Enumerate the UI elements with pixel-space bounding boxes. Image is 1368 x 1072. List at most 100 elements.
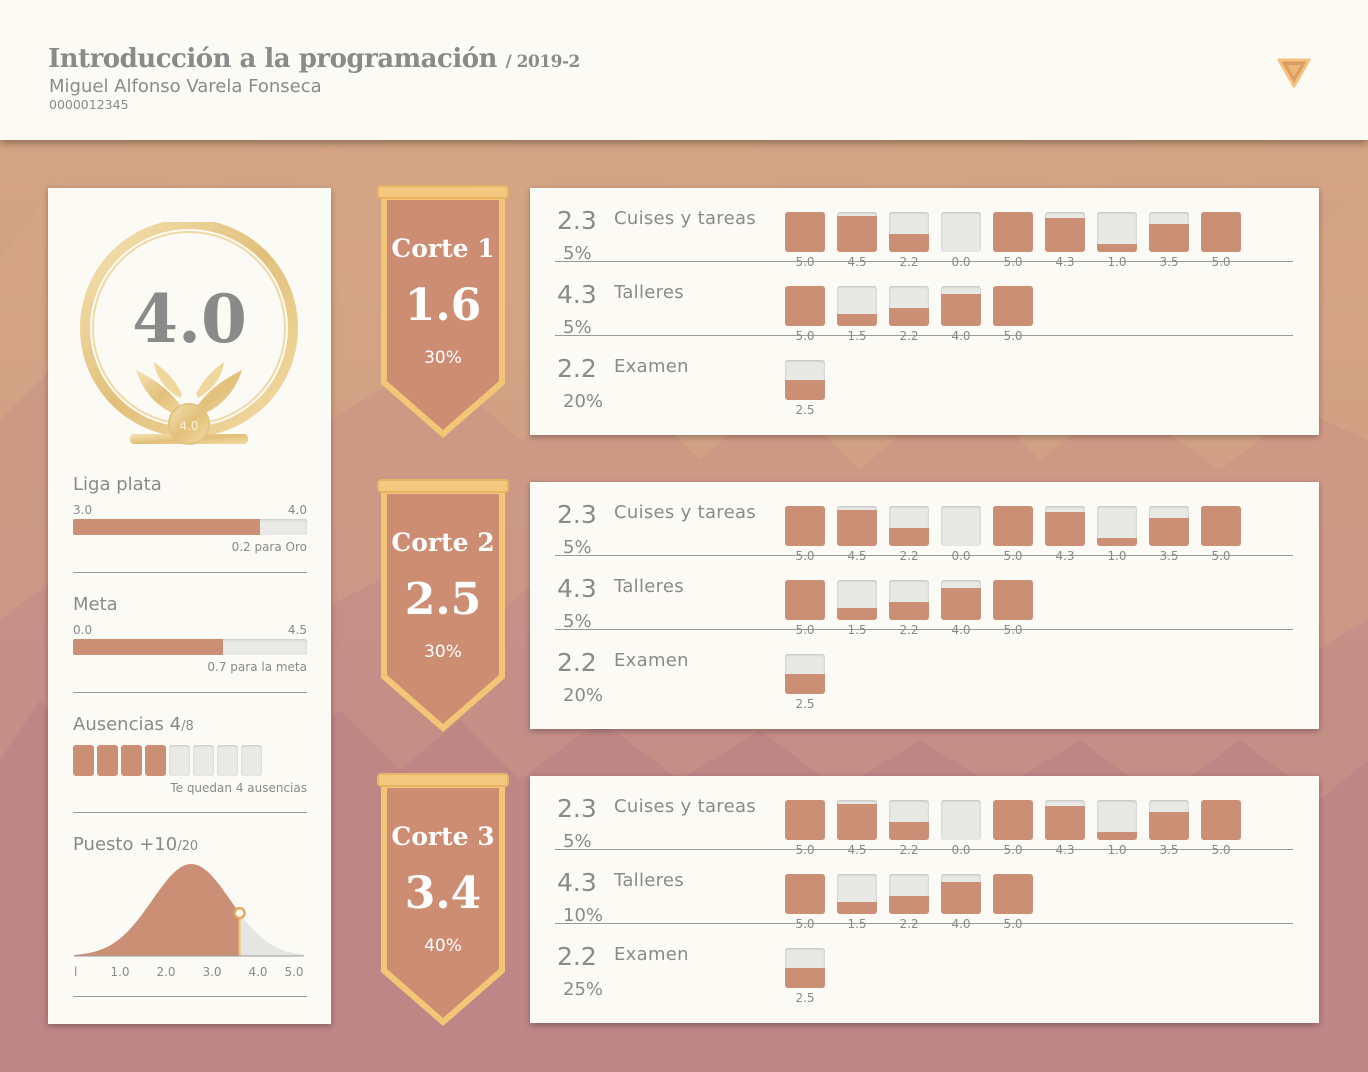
category-grade: 2.2	[557, 648, 597, 677]
corte-card: 2.3 5% Cuises y tareas 5.0 4.5 2.2 0.0 5.0 4.3 1.…	[530, 188, 1319, 435]
grade-item-label: 4.5	[847, 843, 867, 857]
grade-item-label: 5.0	[795, 843, 815, 857]
summary-panel: 4.0 4.0 Liga plata 3.0 4.0 0.2 para Oro …	[48, 188, 331, 1024]
grade-item[interactable]: 5.0	[993, 800, 1033, 857]
grade-item[interactable]: 0.0	[941, 212, 981, 269]
grade-item[interactable]: 5.0	[993, 212, 1033, 269]
grade-item[interactable]: 4.5	[837, 212, 877, 269]
grade-item-box	[1097, 212, 1137, 252]
grade-item[interactable]: 5.0	[785, 874, 825, 931]
grade-item[interactable]: 5.0	[785, 212, 825, 269]
student-name: Miguel Alfonso Varela Fonseca	[49, 76, 322, 97]
grade-item[interactable]: 1.0	[1097, 506, 1137, 563]
grade-item-fill	[837, 608, 877, 620]
category-grade: 2.2	[557, 942, 597, 971]
grade-item-fill	[785, 674, 825, 694]
grade-item-fill	[993, 874, 1033, 914]
corte-grade: 1.6	[404, 280, 482, 331]
student-id: 0000012345	[49, 97, 129, 112]
grade-item[interactable]: 4.0	[941, 580, 981, 637]
grade-item-box	[1201, 212, 1241, 252]
grade-item-box	[785, 212, 825, 252]
grade-item[interactable]: 2.2	[889, 286, 929, 343]
grade-item-label: 2.5	[795, 991, 815, 1005]
category-name: Examen	[614, 356, 689, 377]
grade-item[interactable]: 5.0	[785, 286, 825, 343]
medal-label: 4.0	[179, 419, 198, 433]
triangle-down-icon[interactable]	[1276, 56, 1312, 90]
grade-item[interactable]: 2.2	[889, 506, 929, 563]
grade-item-fill	[889, 528, 929, 546]
grade-item-box	[837, 800, 877, 840]
goal-progress-fill	[73, 639, 223, 655]
grade-item[interactable]: 4.5	[837, 506, 877, 563]
grade-item[interactable]: 5.0	[1201, 212, 1241, 269]
grade-item[interactable]: 1.0	[1097, 800, 1137, 857]
grade-item[interactable]: 3.5	[1149, 800, 1189, 857]
grade-item-box	[837, 580, 877, 620]
grade-item-box	[993, 580, 1033, 620]
grade-item-box	[837, 286, 877, 326]
grade-item[interactable]: 2.2	[889, 212, 929, 269]
grade-item-fill	[837, 804, 877, 840]
grade-item-box	[785, 286, 825, 326]
grade-item[interactable]: 1.5	[837, 580, 877, 637]
banner-ribbon-icon	[377, 773, 509, 1026]
grade-item-fill	[941, 882, 981, 914]
grade-item[interactable]: 5.0	[993, 286, 1033, 343]
absence-remaining	[241, 745, 262, 776]
grade-item[interactable]: 2.5	[785, 948, 825, 1005]
grade-item-label: 2.2	[899, 843, 919, 857]
grade-item[interactable]: 4.3	[1045, 212, 1085, 269]
category-name: Cuises y tareas	[614, 796, 756, 817]
grade-item[interactable]: 1.0	[1097, 212, 1137, 269]
grade-item[interactable]: 2.5	[785, 654, 825, 711]
grade-item[interactable]: 2.5	[785, 360, 825, 417]
grade-item-box	[785, 800, 825, 840]
grade-item[interactable]: 4.0	[941, 286, 981, 343]
grade-item[interactable]: 4.3	[1045, 506, 1085, 563]
category-name: Talleres	[614, 870, 684, 891]
grade-item[interactable]: 2.2	[889, 874, 929, 931]
grade-item-box	[837, 506, 877, 546]
corte-title: Corte 3	[391, 822, 495, 851]
grade-item-fill	[785, 874, 825, 914]
grade-item-label: 3.5	[1159, 255, 1179, 269]
grade-item-label: 1.0	[1107, 843, 1127, 857]
grade-item[interactable]: 3.5	[1149, 506, 1189, 563]
grade-item[interactable]: 1.5	[837, 286, 877, 343]
grade-item[interactable]: 5.0	[993, 874, 1033, 931]
league-section: Liga plata 3.0 4.0 0.2 para Oro	[73, 474, 307, 554]
grade-item[interactable]: 4.0	[941, 874, 981, 931]
grade-item-fill	[1045, 217, 1085, 252]
grade-item-fill	[785, 286, 825, 326]
grade-item-box	[1149, 800, 1189, 840]
grade-item[interactable]: 5.0	[785, 580, 825, 637]
grade-item[interactable]: 0.0	[941, 800, 981, 857]
grade-item[interactable]: 5.0	[1201, 506, 1241, 563]
grade-item-box	[941, 212, 981, 252]
grade-item[interactable]: 1.5	[837, 874, 877, 931]
grade-item-box	[889, 506, 929, 546]
grade-item[interactable]: 5.0	[993, 580, 1033, 637]
grade-item-fill	[1149, 224, 1189, 252]
grade-item[interactable]: 5.0	[993, 506, 1033, 563]
grade-item[interactable]: 4.5	[837, 800, 877, 857]
grade-item[interactable]: 5.0	[785, 506, 825, 563]
grade-item[interactable]: 5.0	[785, 800, 825, 857]
grade-item[interactable]: 4.3	[1045, 800, 1085, 857]
grade-item-label: 2.5	[795, 697, 815, 711]
grade-item-box	[889, 212, 929, 252]
grade-item-box	[993, 286, 1033, 326]
grade-item[interactable]: 2.2	[889, 580, 929, 637]
banner-ribbon-icon	[377, 185, 509, 438]
grade-item[interactable]: 3.5	[1149, 212, 1189, 269]
grade-item[interactable]: 0.0	[941, 506, 981, 563]
rank-section: Puesto +10/20	[73, 834, 307, 855]
category-row: 4.3 5% Talleres 5.0 1.5 2.2 4.0 5.0	[555, 556, 1293, 637]
goal-hint: 0.7 para la meta	[207, 660, 307, 674]
grade-item[interactable]: 2.2	[889, 800, 929, 857]
league-progress-bar	[73, 519, 307, 535]
grade-item[interactable]: 5.0	[1201, 800, 1241, 857]
corte-card: 2.3 5% Cuises y tareas 5.0 4.5 2.2 0.0 5.0 4.3 1.…	[530, 482, 1319, 729]
